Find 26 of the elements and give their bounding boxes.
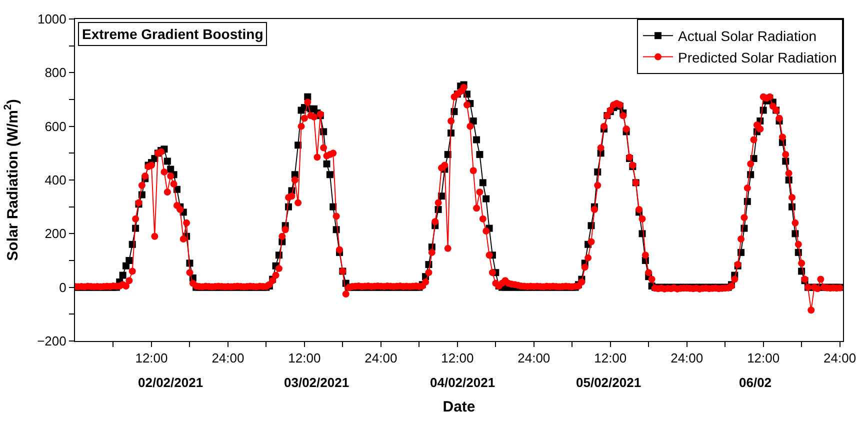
x-tick-label: 12:00	[747, 350, 780, 366]
legend-label: Actual Solar Radiation	[678, 28, 817, 44]
x-tick-label: 12:00	[135, 350, 168, 366]
y-tick-label: 200	[44, 226, 66, 242]
text: 04/02/2021	[430, 375, 496, 390]
text: 02/02/2021	[138, 375, 204, 390]
text: 05/02/2021	[576, 375, 642, 390]
text: 06/02	[739, 375, 772, 390]
y-tick-label: 600	[44, 118, 66, 134]
x-tick-label: 24:00	[212, 350, 244, 366]
x-tick-label: 12:00	[594, 350, 627, 366]
legend-label: Predicted Solar Radiation	[678, 49, 837, 66]
x-tick-label: 24:00	[670, 350, 704, 366]
x-tick-label: 24:00	[364, 350, 398, 366]
x-tick-label: 24:00	[518, 350, 550, 366]
y-tick-label: 800	[44, 65, 66, 80]
y-tick-label: −200	[37, 334, 66, 349]
y-tick-label: 1000	[37, 12, 66, 27]
y-tick-label: 0	[59, 280, 66, 295]
x-axis-title: Date	[442, 398, 476, 416]
x-tick-label: 12:00	[288, 350, 321, 366]
text: Extreme Gradient Boosting	[82, 26, 264, 42]
x-tick-label: 12:00	[441, 350, 474, 366]
x-tick-label: 24:00	[824, 350, 856, 366]
y-tick-label: 400	[44, 172, 66, 188]
text: 03/02/2021	[284, 375, 350, 390]
